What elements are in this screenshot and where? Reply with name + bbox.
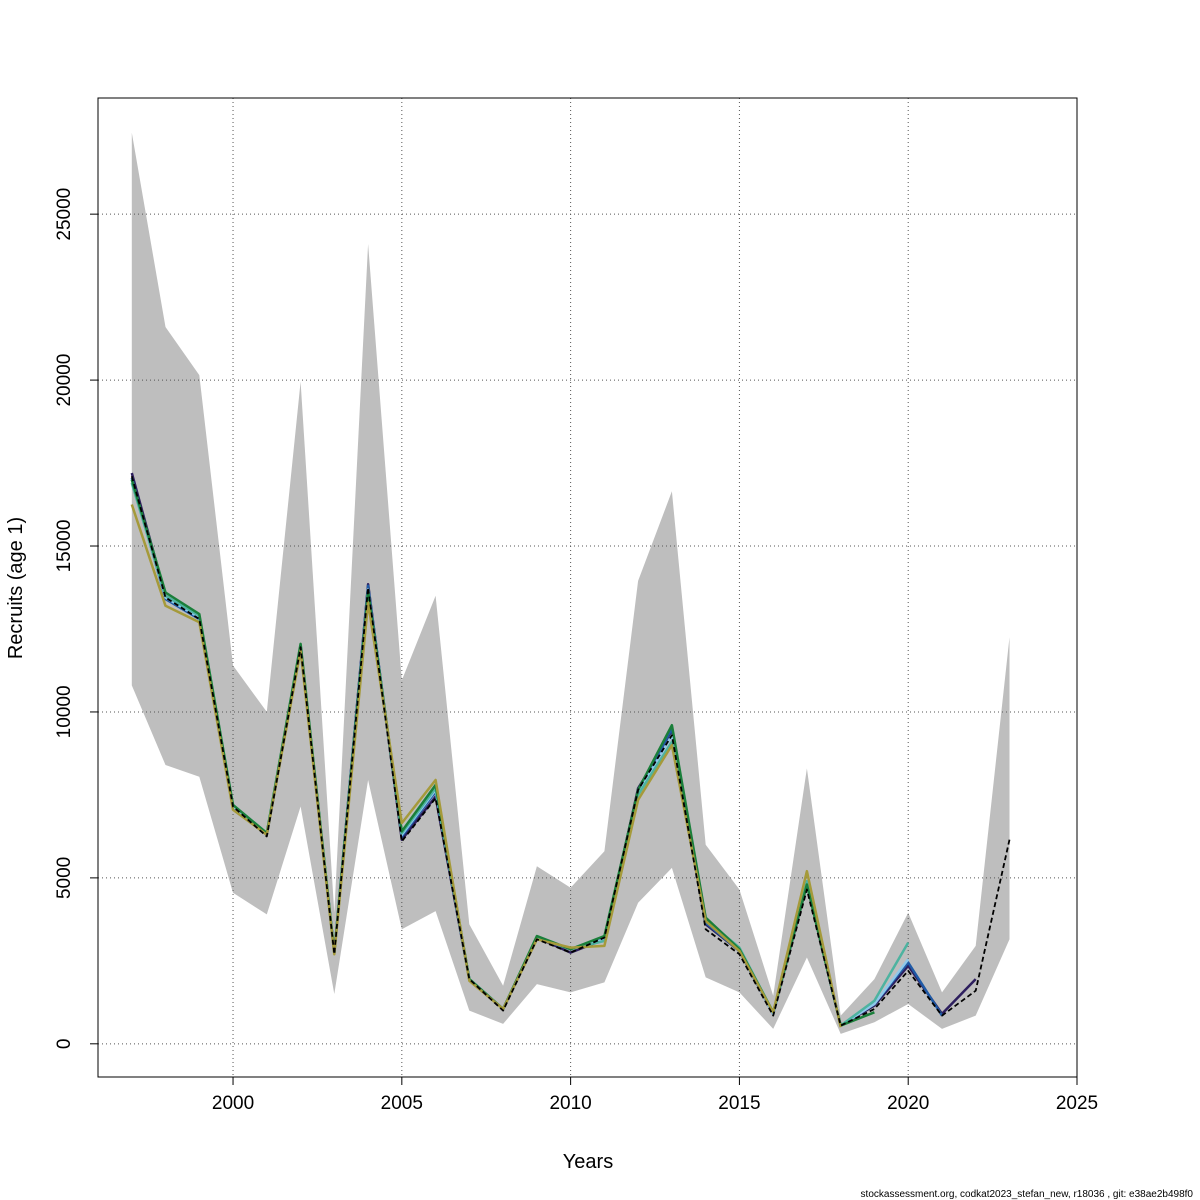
y-tick-label-25000: 25000 [54,188,75,241]
confidence-band-area [131,132,1010,1034]
x-tick-label-2015: 2015 [718,1093,760,1114]
footer-note: stockassessment.org, codkat2023_stefan_n… [861,1189,1194,1200]
y-tick-label-20000: 20000 [54,354,75,407]
x-tick-label-2020: 2020 [887,1093,929,1114]
x-axis-title: Years [563,1151,613,1173]
y-tick-label-15000: 15000 [54,520,75,573]
series-line-base [130,476,1011,1027]
x-tick-label-2000: 2000 [212,1093,254,1114]
y-tick-label-0: 0 [54,1039,75,1050]
x-tick-label-2010: 2010 [549,1093,591,1114]
x-tick-label-2025: 2025 [1056,1093,1098,1114]
y-axis-title: Recruits (age 1) [5,517,27,659]
y-tick-label-10000: 10000 [54,685,75,738]
y-axis: 0 5000 10000 15000 20000 25000 [54,188,99,1050]
y-tick-label-5000: 5000 [54,857,75,899]
x-tick-label-2005: 2005 [381,1093,423,1114]
series-lines [130,472,1011,1028]
x-axis: 2000 2005 2010 2015 2020 2025 [212,1076,1098,1114]
confidence-band [131,132,1010,1034]
